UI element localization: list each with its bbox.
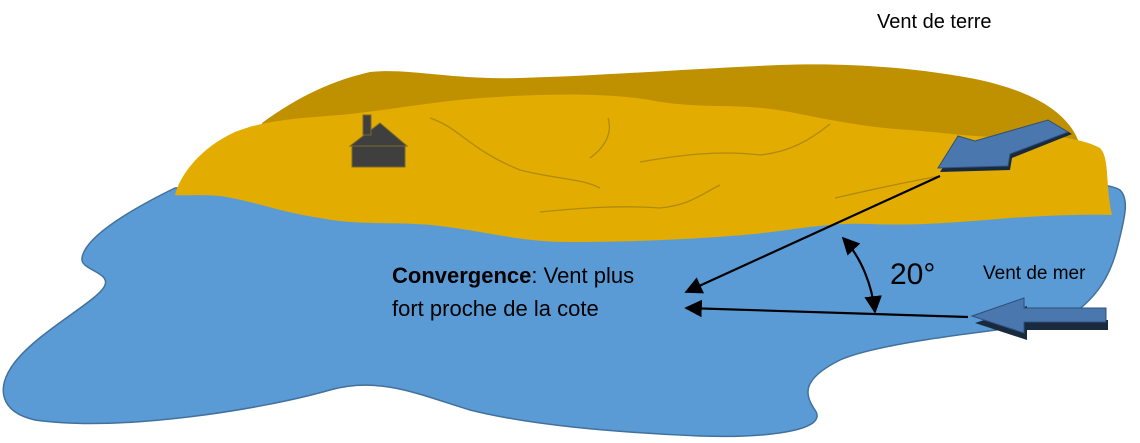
convergence-text-1: : Vent plus: [531, 263, 635, 288]
house-icon: [348, 114, 409, 168]
land-wind-label: Vent de terre: [877, 11, 992, 33]
angle-arc: [841, 236, 882, 314]
sea-wind-vector: [684, 299, 969, 319]
land-wind-vector: [684, 174, 941, 294]
sea-wind-label: Vent de mer: [983, 263, 1086, 284]
convergence-line-1: Convergence: Vent plus: [392, 259, 634, 292]
convergence-title: Convergence: [392, 263, 532, 288]
terrain-lines: [429, 117, 941, 213]
convergence-text-2: fort proche de la cote: [392, 296, 599, 321]
angle-label: 20°: [890, 258, 936, 291]
sea-wind-arrow-icon: [970, 297, 1108, 340]
land-wind-arrow-icon: [937, 119, 1072, 172]
convergence-note: Convergence: Vent plus fort proche de la…: [392, 259, 634, 325]
